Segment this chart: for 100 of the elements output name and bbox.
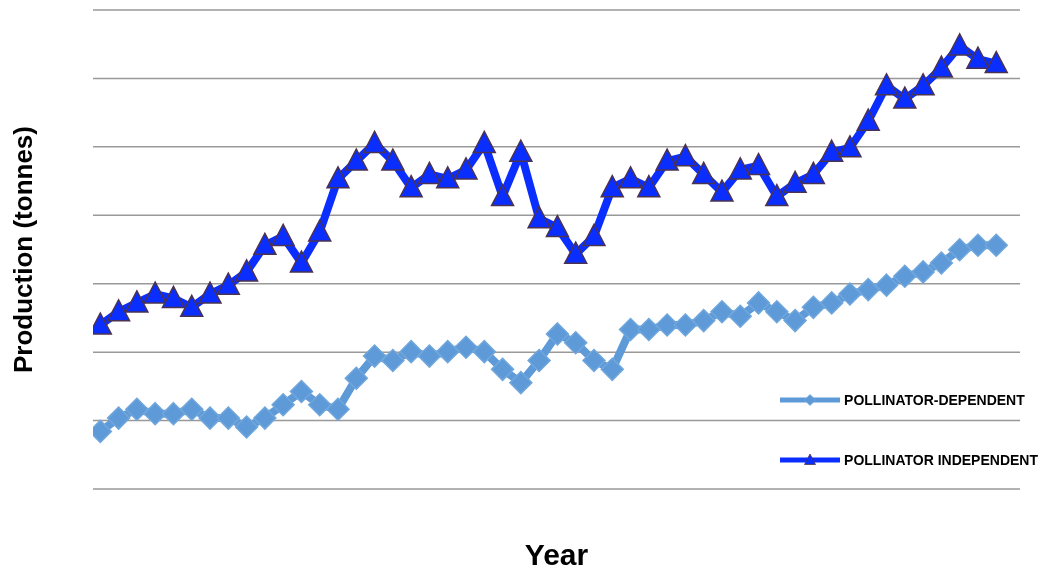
point bbox=[856, 277, 880, 302]
point bbox=[271, 393, 295, 417]
point bbox=[490, 183, 515, 207]
point bbox=[234, 415, 259, 439]
point bbox=[125, 397, 149, 421]
point bbox=[655, 313, 679, 337]
point bbox=[527, 348, 551, 373]
point bbox=[728, 304, 752, 328]
y-axis-title: Production (tonnes) bbox=[7, 126, 39, 373]
point bbox=[417, 161, 442, 185]
point bbox=[801, 295, 826, 320]
point bbox=[563, 331, 588, 355]
point bbox=[289, 250, 314, 273]
point bbox=[783, 170, 807, 194]
point bbox=[893, 264, 917, 289]
legend-label: POLLINATOR INDEPENDENT bbox=[844, 452, 1038, 468]
point bbox=[911, 73, 935, 96]
point bbox=[874, 73, 899, 96]
point bbox=[399, 174, 423, 198]
point bbox=[691, 308, 716, 333]
point bbox=[673, 313, 698, 337]
point bbox=[417, 344, 442, 368]
point bbox=[307, 219, 332, 242]
point bbox=[947, 33, 972, 56]
point bbox=[399, 339, 423, 364]
point bbox=[271, 223, 295, 247]
point bbox=[454, 335, 478, 359]
point bbox=[893, 86, 917, 109]
point bbox=[984, 50, 1008, 74]
point bbox=[234, 259, 259, 282]
point bbox=[765, 300, 789, 324]
point bbox=[966, 46, 990, 69]
point bbox=[765, 183, 789, 207]
point bbox=[637, 317, 661, 342]
point bbox=[600, 174, 625, 198]
point bbox=[746, 152, 771, 176]
point bbox=[856, 108, 880, 131]
point bbox=[472, 339, 497, 364]
point bbox=[637, 174, 661, 198]
point bbox=[728, 157, 752, 180]
point bbox=[216, 406, 241, 430]
point bbox=[563, 241, 588, 264]
point bbox=[198, 281, 222, 304]
point bbox=[161, 285, 186, 309]
point bbox=[838, 282, 862, 306]
point bbox=[929, 251, 954, 275]
point bbox=[509, 139, 533, 162]
point bbox=[618, 166, 643, 189]
point bbox=[326, 397, 350, 421]
point bbox=[143, 281, 167, 304]
x-axis-title: Year bbox=[523, 538, 590, 572]
point bbox=[253, 406, 277, 430]
point bbox=[710, 300, 734, 324]
point bbox=[179, 397, 204, 421]
point bbox=[929, 55, 954, 78]
point bbox=[618, 317, 643, 342]
point bbox=[435, 166, 460, 189]
point bbox=[783, 308, 807, 333]
point bbox=[362, 130, 387, 154]
point bbox=[344, 148, 369, 171]
point bbox=[582, 223, 606, 247]
point bbox=[545, 322, 570, 346]
point bbox=[106, 406, 131, 430]
point bbox=[911, 260, 935, 284]
point bbox=[161, 401, 186, 426]
point bbox=[966, 233, 990, 258]
point bbox=[216, 272, 241, 295]
point bbox=[326, 166, 350, 189]
point bbox=[253, 232, 277, 256]
point bbox=[490, 357, 515, 382]
point bbox=[362, 344, 387, 368]
point bbox=[454, 157, 478, 180]
point bbox=[381, 148, 405, 171]
point bbox=[125, 290, 149, 313]
point bbox=[984, 233, 1008, 258]
point bbox=[838, 135, 862, 158]
point bbox=[874, 273, 899, 297]
point bbox=[600, 357, 625, 382]
point bbox=[710, 179, 734, 202]
point bbox=[545, 214, 570, 238]
point bbox=[746, 291, 771, 315]
point bbox=[381, 348, 405, 373]
legend-label: POLLINATOR-DEPENDENT bbox=[844, 392, 1025, 408]
point bbox=[691, 161, 716, 185]
point bbox=[106, 299, 131, 322]
point bbox=[819, 139, 844, 162]
point bbox=[472, 130, 497, 154]
point bbox=[947, 237, 972, 262]
point bbox=[509, 370, 533, 395]
point bbox=[344, 366, 369, 390]
point bbox=[143, 401, 167, 426]
point bbox=[289, 379, 314, 404]
point bbox=[179, 294, 204, 318]
point bbox=[435, 339, 460, 364]
point bbox=[527, 205, 551, 229]
point bbox=[801, 161, 826, 185]
point bbox=[655, 148, 679, 171]
point bbox=[198, 406, 222, 430]
point bbox=[582, 348, 606, 373]
point bbox=[307, 393, 332, 417]
